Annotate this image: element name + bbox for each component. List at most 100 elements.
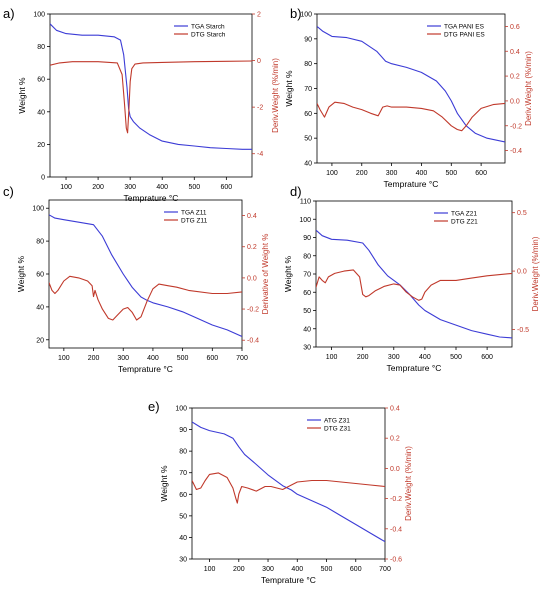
y2-tick-label: 2 bbox=[257, 12, 261, 19]
x-tick-label: 400 bbox=[291, 566, 303, 573]
y2-tick-label: 0.2 bbox=[247, 244, 257, 251]
y-tick-label: 90 bbox=[303, 235, 311, 242]
series-line-dtg-z31 bbox=[192, 472, 385, 504]
x-tick-label: 300 bbox=[262, 566, 274, 573]
x-tick-label: 100 bbox=[326, 170, 338, 177]
y2-tick-label: -0.2 bbox=[390, 496, 402, 503]
y2-axis-label: Deriv.Weight (%/min) bbox=[404, 446, 413, 521]
plot-frame bbox=[315, 200, 513, 348]
chart-panel-d: d) 100 200 300 400 500 600 30 40 50 60 70 80 90 100 110… bbox=[283, 184, 540, 373]
y-tick-label: 40 bbox=[179, 535, 187, 542]
series-line-tga-starch bbox=[50, 23, 252, 150]
y-tick-label: 40 bbox=[303, 326, 311, 333]
x-tick-label: 500 bbox=[450, 354, 462, 361]
x-tick-label: 500 bbox=[321, 566, 333, 573]
y-axis-label: Weight % bbox=[159, 465, 169, 502]
x-tick-label: 100 bbox=[58, 355, 70, 362]
panel-label: a) bbox=[3, 6, 15, 21]
y-tick-label: 60 bbox=[304, 111, 312, 118]
y2-tick-label: 0.0 bbox=[390, 466, 400, 473]
legend-label: DTG Starch bbox=[191, 32, 226, 39]
y-tick-label: 20 bbox=[37, 142, 45, 149]
x-tick-label: 200 bbox=[357, 354, 369, 361]
x-tick-label: 400 bbox=[156, 184, 168, 191]
x-axis-label: Temprature °C bbox=[124, 193, 179, 203]
chart-panel-e: e) 100 200 300 400 500 600 700 30 40 50 60 70 80 90 100… bbox=[148, 399, 413, 585]
x-tick-label: 600 bbox=[475, 170, 487, 177]
y2-tick-label: 0.2 bbox=[390, 436, 400, 443]
x-axis-label: Temprature °C bbox=[387, 363, 442, 373]
y2-tick-label: -0.2 bbox=[510, 123, 522, 130]
panel-label: d) bbox=[290, 184, 302, 199]
y-tick-label: 50 bbox=[303, 308, 311, 315]
series-line-tga-pani-es bbox=[317, 25, 505, 143]
series-line-atg-z31 bbox=[192, 421, 385, 543]
x-tick-label: 200 bbox=[356, 170, 368, 177]
y-tick-label: 100 bbox=[299, 217, 311, 224]
legend-label: TGA PANI ES bbox=[444, 24, 485, 31]
x-tick-label: 300 bbox=[117, 355, 129, 362]
x-tick-label: 100 bbox=[204, 566, 216, 573]
legend-label: DTG PANI ES bbox=[444, 32, 485, 39]
y-tick-label: 80 bbox=[37, 44, 45, 51]
y2-tick-label: 0.0 bbox=[510, 98, 520, 105]
series-line-dtg-z11 bbox=[49, 275, 242, 321]
y-axis-label: Weight % bbox=[16, 255, 26, 292]
x-tick-label: 700 bbox=[236, 355, 248, 362]
y-tick-label: 60 bbox=[37, 77, 45, 84]
y-tick-label: 100 bbox=[33, 12, 45, 19]
x-tick-label: 500 bbox=[188, 184, 200, 191]
plot-frame bbox=[49, 13, 253, 178]
y2-tick-label: -0.4 bbox=[390, 526, 402, 533]
x-tick-label: 500 bbox=[177, 355, 189, 362]
legend-label: TGA Starch bbox=[191, 24, 225, 31]
series-line-dtg-z21 bbox=[316, 269, 512, 301]
x-tick-label: 200 bbox=[92, 184, 104, 191]
y2-tick-label: 0.0 bbox=[517, 269, 527, 276]
y2-tick-label: 0.2 bbox=[510, 74, 520, 81]
y-tick-label: 80 bbox=[304, 61, 312, 68]
panel-label: e) bbox=[148, 399, 160, 414]
legend-label: TGA Z21 bbox=[451, 211, 477, 218]
x-tick-label: 400 bbox=[416, 170, 428, 177]
y2-axis-label: Deriv.Weight (%/min) bbox=[524, 51, 533, 126]
x-tick-label: 100 bbox=[326, 354, 338, 361]
y-tick-label: 40 bbox=[37, 109, 45, 116]
x-tick-label: 400 bbox=[419, 354, 431, 361]
y-axis-label: Weight % bbox=[17, 77, 27, 114]
y-axis-label: Weight % bbox=[283, 255, 293, 292]
legend-label: DTG Z21 bbox=[451, 219, 478, 226]
y-tick-label: 100 bbox=[32, 206, 44, 213]
series-group bbox=[316, 229, 512, 339]
y-tick-label: 80 bbox=[179, 449, 187, 456]
series-line-tga-z11 bbox=[49, 214, 242, 338]
chart-panel-c: c) 100 200 300 400 500 600 700 20 40 60 80 100 0.4 0.2… bbox=[3, 184, 270, 374]
series-line-tga-z21 bbox=[316, 229, 512, 339]
y2-tick-label: 0.0 bbox=[247, 275, 257, 282]
x-axis-label: Temprature °C bbox=[261, 575, 316, 585]
x-tick-label: 400 bbox=[147, 355, 159, 362]
x-tick-label: 600 bbox=[206, 355, 218, 362]
y-tick-label: 80 bbox=[303, 253, 311, 260]
y-tick-label: 110 bbox=[300, 199, 311, 206]
y-tick-label: 50 bbox=[304, 136, 312, 143]
y2-tick-label: -4 bbox=[257, 151, 263, 158]
y2-tick-label: -0.6 bbox=[390, 557, 402, 564]
panel-label: c) bbox=[3, 184, 14, 199]
x-tick-label: 300 bbox=[388, 354, 400, 361]
y-tick-label: 100 bbox=[300, 12, 312, 19]
y2-axis-label: Deriv.Weight (%/min) bbox=[531, 236, 540, 311]
y2-axis-label: Deriv.Weight (%/min) bbox=[271, 58, 280, 133]
y-tick-label: 60 bbox=[36, 272, 44, 279]
legend-label: ATG Z31 bbox=[324, 418, 350, 425]
y-tick-label: 20 bbox=[36, 337, 44, 344]
y-tick-label: 70 bbox=[303, 272, 311, 279]
y2-tick-label: -0.4 bbox=[510, 148, 522, 155]
series-group bbox=[49, 214, 242, 338]
y-tick-label: 30 bbox=[303, 345, 311, 352]
y-tick-label: 70 bbox=[179, 470, 187, 477]
series-group bbox=[192, 421, 385, 543]
legend-label: DTG Z31 bbox=[324, 426, 351, 433]
